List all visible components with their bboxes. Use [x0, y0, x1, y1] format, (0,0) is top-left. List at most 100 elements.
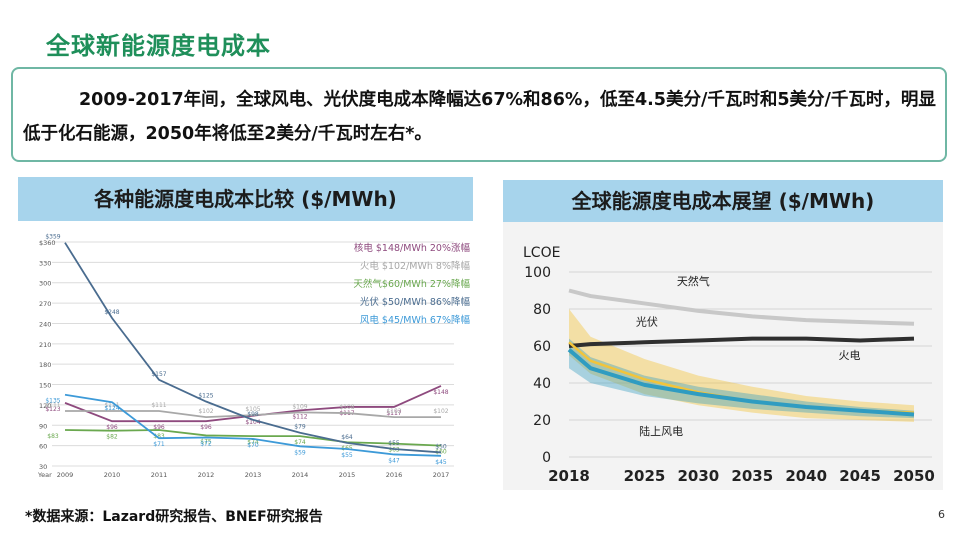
- data-label: $109: [292, 403, 307, 410]
- y-tick-label: $360: [39, 239, 56, 247]
- x-tick-label: 2015: [339, 471, 356, 479]
- data-label: $83: [153, 433, 165, 440]
- y-tick-label: 270: [39, 300, 51, 308]
- y-tick-label: 60: [39, 443, 47, 451]
- data-label: $74: [247, 439, 259, 446]
- x-tick-label: 2040: [785, 467, 827, 485]
- data-label: $79: [294, 424, 306, 431]
- y-tick-label: 240: [39, 320, 51, 328]
- y-tick-label: 210: [39, 341, 51, 349]
- data-label: $102: [386, 408, 401, 415]
- data-label: $124: [104, 405, 119, 412]
- data-label: $96: [200, 424, 212, 431]
- y-tick-label: 100: [524, 265, 551, 281]
- data-label: $248: [104, 309, 119, 316]
- x-tick-label: 2013: [245, 471, 262, 479]
- data-label: $117: [386, 410, 401, 417]
- data-label: $359: [45, 234, 60, 241]
- data-label: $102: [198, 408, 213, 415]
- series-line: [65, 410, 441, 419]
- y-tick-label: 180: [39, 361, 51, 369]
- data-label: $102: [433, 408, 448, 415]
- y-tick-label: 40: [533, 376, 551, 392]
- y-tick-label: 120: [39, 402, 51, 410]
- series-line: [568, 336, 915, 348]
- summary-text: 2009-2017年间，全球风电、光伏度电成本降幅达67%和86%，低至4.5美…: [23, 90, 936, 144]
- data-label: $112: [292, 413, 307, 420]
- legend-entry: 光伏 $50/MWh 86%降幅: [360, 296, 471, 308]
- series-line: [568, 288, 915, 326]
- y-axis-label: LCOE: [523, 245, 560, 261]
- x-tick-label: 2009: [57, 471, 74, 479]
- data-label: $98: [247, 411, 259, 418]
- page-number: 6: [938, 508, 945, 521]
- data-label: $82: [106, 434, 118, 441]
- data-label: $47: [388, 457, 400, 464]
- x-tick-label: 2016: [386, 471, 403, 479]
- y-tick-label: 150: [39, 382, 51, 390]
- data-label: $108: [339, 404, 354, 411]
- outlook-chart-title: 全球能源度电成本展望 ($/MWh): [503, 180, 943, 222]
- y-tick-label: 20: [533, 413, 551, 429]
- y-tick-label: 0: [542, 450, 551, 466]
- x-tick-label: 2017: [433, 471, 450, 479]
- series-annotation: 天然气: [677, 274, 710, 288]
- series-line: [64, 393, 442, 457]
- data-label: $70: [247, 442, 259, 449]
- y-tick-label: 300: [39, 280, 51, 288]
- y-tick-label: 330: [39, 259, 51, 267]
- data-label: $104: [245, 419, 260, 426]
- data-label: $157: [151, 371, 166, 378]
- series-annotation: 火电: [839, 349, 861, 362]
- y-tick-label: 80: [533, 302, 551, 318]
- series-line: [64, 429, 442, 447]
- x-tick-label: 2012: [198, 471, 215, 479]
- data-label: $148: [433, 389, 448, 396]
- x-tick-label: 2014: [292, 471, 309, 479]
- data-label: $75: [200, 438, 212, 445]
- data-label: $50: [435, 443, 447, 450]
- data-label: $125: [198, 393, 213, 400]
- data-label: $123: [45, 406, 60, 413]
- x-tick-label: 2045: [839, 467, 881, 485]
- data-label: $63: [388, 447, 400, 454]
- data-label: $72: [200, 440, 212, 447]
- x-tick-label: 2018: [548, 467, 590, 485]
- data-label: $111: [45, 402, 60, 409]
- x-tick-label: 2050: [893, 467, 935, 485]
- summary-box: 2009-2017年间，全球风电、光伏度电成本降幅达67%和86%，低至4.5美…: [11, 67, 947, 162]
- data-label: $55: [388, 440, 400, 447]
- series-annotation: 陆上风电: [639, 424, 683, 438]
- x-tick-label: 2035: [731, 467, 773, 485]
- x-tick-label: 2010: [104, 471, 121, 479]
- historical-chart-svg: 30 60 90 120 150 180 210 240 270 300 330 $360 2009 20…: [37, 234, 471, 479]
- data-label: $96: [153, 424, 165, 431]
- historical-cost-chart: 各种能源度电成本比较 ($/MWh) 30 60 90 120 150 180 210 240…: [18, 177, 473, 490]
- data-label: $96: [106, 424, 118, 431]
- data-label: $64: [341, 434, 353, 441]
- outlook-cost-chart: 全球能源度电成本展望 ($/MWh) LCOE 0 20 40 60 80 100 2018 2…: [503, 180, 943, 490]
- legend-entry: 风电 $45/MWh 67%降幅: [360, 314, 471, 326]
- data-label: $55: [341, 452, 353, 459]
- legend-entry: 火电 $102/MWh 8%降幅: [360, 260, 471, 272]
- legend-entry: 天然气$60/MWh 27%降幅: [353, 278, 470, 290]
- data-label: $60: [435, 449, 447, 456]
- series-line: [64, 242, 442, 454]
- data-label: $111: [104, 402, 119, 409]
- data-label: $83: [47, 433, 59, 440]
- data-label: $59: [294, 449, 306, 456]
- series-line: [567, 348, 915, 417]
- x-tick-label: 2025: [624, 467, 666, 485]
- y-tick-label: 90: [39, 422, 47, 430]
- y-tick-label: 60: [533, 339, 551, 355]
- data-label: $105: [245, 406, 260, 413]
- slide-title: 全球新能源度电成本: [46, 32, 271, 60]
- series-annotation: 光伏: [636, 315, 658, 329]
- data-label: $111: [151, 402, 166, 409]
- data-label: $71: [153, 441, 165, 448]
- y-tick-label: 30: [39, 463, 47, 471]
- uncertainty-band: [569, 309, 914, 422]
- legend-entry: 核电 $148/MWh 20%涨幅: [354, 242, 471, 254]
- data-label: $74: [294, 439, 306, 446]
